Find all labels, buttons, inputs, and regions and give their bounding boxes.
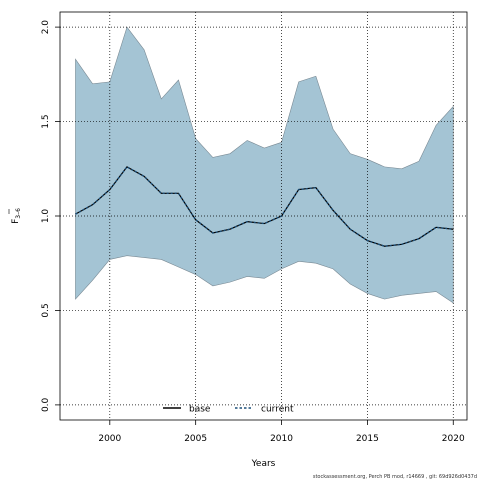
x-tick-label: 2010 bbox=[270, 434, 293, 444]
x-tick-label: 2005 bbox=[184, 434, 207, 444]
series-line-current bbox=[75, 165, 454, 247]
series-layer bbox=[75, 165, 454, 247]
y-tick-label: 2.0 bbox=[41, 20, 51, 35]
y-axis-title-symbol: F bbox=[11, 219, 21, 224]
y-axis-title-main: F3–6 bbox=[11, 208, 22, 224]
legend-label-current: current bbox=[261, 405, 294, 415]
x-tick-label: 2015 bbox=[356, 434, 379, 444]
y-tick-label: 1.5 bbox=[41, 114, 51, 128]
x-axis-title: Years bbox=[251, 459, 276, 469]
x-tick-label: 2000 bbox=[98, 434, 121, 444]
legend: base current bbox=[163, 405, 294, 415]
legend-label-base: base bbox=[189, 405, 211, 415]
y-axis-title-subscript: 3–6 bbox=[15, 208, 22, 219]
x-tick-label: 2020 bbox=[442, 434, 465, 444]
grid-layer bbox=[60, 12, 467, 420]
y-tick-label: 0.5 bbox=[41, 303, 51, 317]
confidence-band-layer bbox=[75, 26, 454, 304]
confidence-band bbox=[75, 26, 454, 304]
y-tick-label: 0.0 bbox=[41, 397, 51, 412]
y-tick-label: 1.0 bbox=[41, 209, 51, 224]
y-axis-title: F3–6 bbox=[8, 208, 22, 224]
footer-credit: stockassessment.org, Perch PB mod, r1466… bbox=[313, 474, 477, 480]
axis-layer: 2000 2005 2010 2015 2020 0.0 0.5 1.0 1.5 2.0 bbox=[41, 20, 465, 444]
